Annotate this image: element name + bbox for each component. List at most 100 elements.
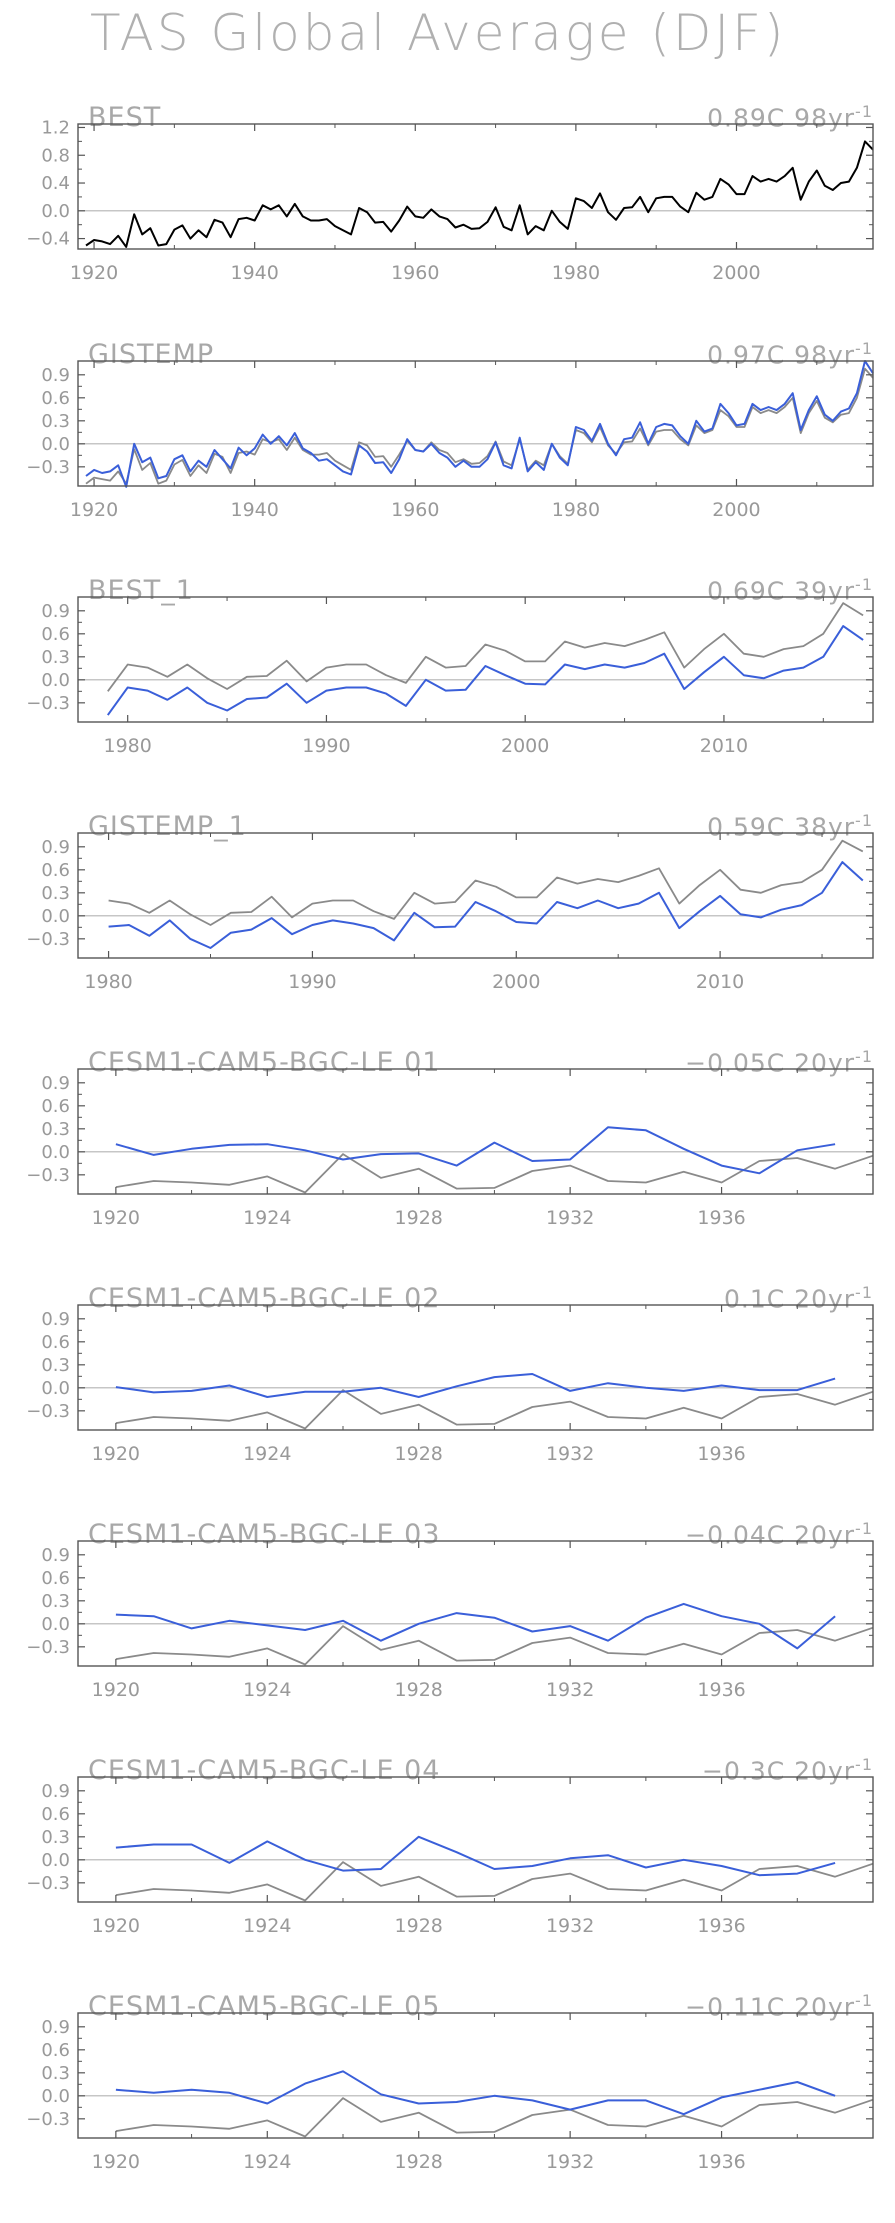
x-tick-label: 1990 [302, 735, 350, 757]
chart-panel: GISTEMP_1 0.59C 38yr-1 −0.3 0.0 0.3 0.6 0.9 198… [0, 811, 895, 1028]
plot-frame [77, 1540, 874, 1667]
y-tick-label: 0.3 [41, 2063, 70, 2084]
x-tick-label: 1932 [546, 2151, 594, 2173]
panel-title: CESM1-CAM5-BGC-LE 01 [88, 1047, 441, 1078]
y-tick-label: −0.4 [26, 229, 70, 250]
series-line-model [115, 1126, 836, 1175]
y-tick-label: 0.9 [41, 601, 70, 622]
chart-panel: BEST 0.89C 98yr-1 −0.4 0.0 0.4 0.8 1.2 1920 1940… [0, 102, 895, 319]
series-line-model [115, 1835, 836, 1877]
trend-exponent: -1 [855, 811, 873, 830]
y-tick-label: 0.6 [41, 624, 70, 645]
series-line-ref [85, 367, 874, 485]
chart-panel: CESM1-CAM5-BGC-LE 04 −0.3C 20yr-1 −0.3 0.0 0… [0, 1755, 895, 1972]
y-tick-label: 0.9 [41, 1545, 70, 1566]
chart-panel: CESM1-CAM5-BGC-LE 02 0.1C 20yr-1 −0.3 0.0 0.… [0, 1283, 895, 1500]
x-tick-label: 1920 [92, 1679, 140, 1701]
x-tick-label: 1936 [697, 1207, 745, 1229]
x-tick-label: 1932 [546, 1443, 594, 1465]
y-tick-label: 0.0 [41, 434, 70, 455]
plot-area: −0.4 0.0 0.4 0.8 1.2 1920 1940 1960 1980 2000 [26, 117, 874, 284]
trend-value: −0.05C 20yr [685, 1048, 856, 1078]
y-tick-label: 0.9 [41, 1781, 70, 1802]
trend-value: −0.3C 20yr [702, 1756, 856, 1786]
trend-value: 0.97C 98yr [707, 340, 856, 370]
trend-exponent: -1 [855, 1755, 873, 1774]
panel-title: CESM1-CAM5-BGC-LE 02 [88, 1283, 441, 1314]
plot-area: −0.30.00.30.60.9 1920 1924 1928 1932 1936 [26, 1068, 874, 1229]
plot-area: −0.30.00.30.60.9 1920 1924 1928 1932 1936 [26, 1540, 874, 1701]
panel-title: CESM1-CAM5-BGC-LE 03 [88, 1519, 441, 1550]
panel-trend-label: −0.3C 20yr-1 [702, 1755, 873, 1785]
y-tick-label: 0.0 [41, 2086, 70, 2107]
plot-area: −0.30.00.30.60.9 1920 1924 1928 1932 1936 [26, 2012, 874, 2173]
trend-value: −0.04C 20yr [685, 1520, 856, 1550]
x-tick-label: 1932 [546, 1207, 594, 1229]
y-tick-label: 0.0 [41, 1614, 70, 1635]
y-tick-label: 0.6 [41, 1096, 70, 1117]
plot-frame [77, 123, 874, 250]
y-tick-label: 0.3 [41, 411, 70, 432]
y-tick-label: 0.6 [41, 860, 70, 881]
y-tick-label: 0.0 [41, 1378, 70, 1399]
plot-frame [77, 360, 874, 487]
trend-exponent: -1 [855, 102, 873, 121]
y-tick-label: 0.3 [41, 1827, 70, 1848]
series-line-model [85, 360, 874, 488]
y-tick-label: −0.3 [26, 1637, 70, 1658]
y-tick-label: 0.9 [41, 1309, 70, 1330]
y-tick-label: 0.9 [41, 365, 70, 386]
y-tick-label: 0.6 [41, 1332, 70, 1353]
trend-value: 0.59C 38yr [707, 812, 856, 842]
trend-exponent: -1 [855, 339, 873, 358]
x-tick-label: 1940 [230, 499, 278, 521]
y-tick-label: 0.8 [41, 145, 70, 166]
x-tick-label: 1928 [395, 1915, 443, 1937]
x-tick-label: 1920 [70, 499, 118, 521]
y-tick-label: 0.9 [41, 2017, 70, 2038]
y-tick-label: 0.0 [41, 906, 70, 927]
y-tick-label: 0.6 [41, 388, 70, 409]
x-tick-label: 1920 [92, 1443, 140, 1465]
y-tick-label: 0.6 [41, 1568, 70, 1589]
y-tick-label: 0.3 [41, 883, 70, 904]
y-tick-label: 0.6 [41, 1804, 70, 1825]
y-tick-label: 0.3 [41, 647, 70, 668]
x-tick-label: 1936 [697, 1443, 745, 1465]
x-tick-label: 1980 [552, 262, 600, 284]
x-tick-label: 1960 [391, 262, 439, 284]
y-tick-label: 0.4 [41, 173, 70, 194]
x-tick-label: 1936 [697, 1915, 745, 1937]
plot-frame [77, 1304, 874, 1431]
panel-trend-label: −0.11C 20yr-1 [685, 1991, 873, 2021]
y-tick-label: −0.3 [26, 929, 70, 950]
panel-trend-label: −0.04C 20yr-1 [685, 1519, 873, 1549]
series-line-obs [85, 140, 874, 248]
y-tick-label: −0.3 [26, 693, 70, 714]
chart-panel: CESM1-CAM5-BGC-LE 05 −0.11C 20yr-1 −0.3 0.0… [0, 1991, 895, 2208]
plot-frame [77, 596, 874, 723]
panel-title: GISTEMP [88, 339, 215, 370]
plot-frame [77, 2012, 874, 2139]
x-tick-label: 1924 [243, 1915, 291, 1937]
series-line-ref [107, 602, 864, 692]
plot-area: −0.30.00.30.60.9 1920 1940 1960 1980 2000 [26, 360, 874, 521]
plot-area: −0.30.00.30.60.9 1920 1924 1928 1932 1936 [26, 1304, 874, 1465]
x-tick-label: 2000 [712, 262, 760, 284]
x-tick-label: 1920 [70, 262, 118, 284]
x-tick-label: 2010 [696, 971, 744, 993]
panel-title: CESM1-CAM5-BGC-LE 04 [88, 1755, 441, 1786]
x-tick-label: 2000 [492, 971, 540, 993]
plot-area: −0.30.00.30.60.9 1980 1990 2000 2010 [26, 832, 874, 993]
x-tick-label: 2010 [700, 735, 748, 757]
y-tick-label: −0.3 [26, 457, 70, 478]
x-tick-label: 1980 [104, 735, 152, 757]
plot-frame [77, 1068, 874, 1195]
chart-panel: BEST_1 0.69C 39yr-1 −0.3 0.0 0.3 0.6 0.9 1980 19… [0, 575, 895, 792]
x-tick-label: 1928 [395, 2151, 443, 2173]
y-tick-label: 0.0 [41, 201, 70, 222]
chart-panel: CESM1-CAM5-BGC-LE 03 −0.04C 20yr-1 −0.3 0.0… [0, 1519, 895, 1736]
plot-area: −0.30.00.30.60.9 1980 1990 2000 2010 [26, 596, 874, 757]
x-tick-label: 1924 [243, 1679, 291, 1701]
panel-trend-label: 0.59C 38yr-1 [707, 811, 873, 841]
